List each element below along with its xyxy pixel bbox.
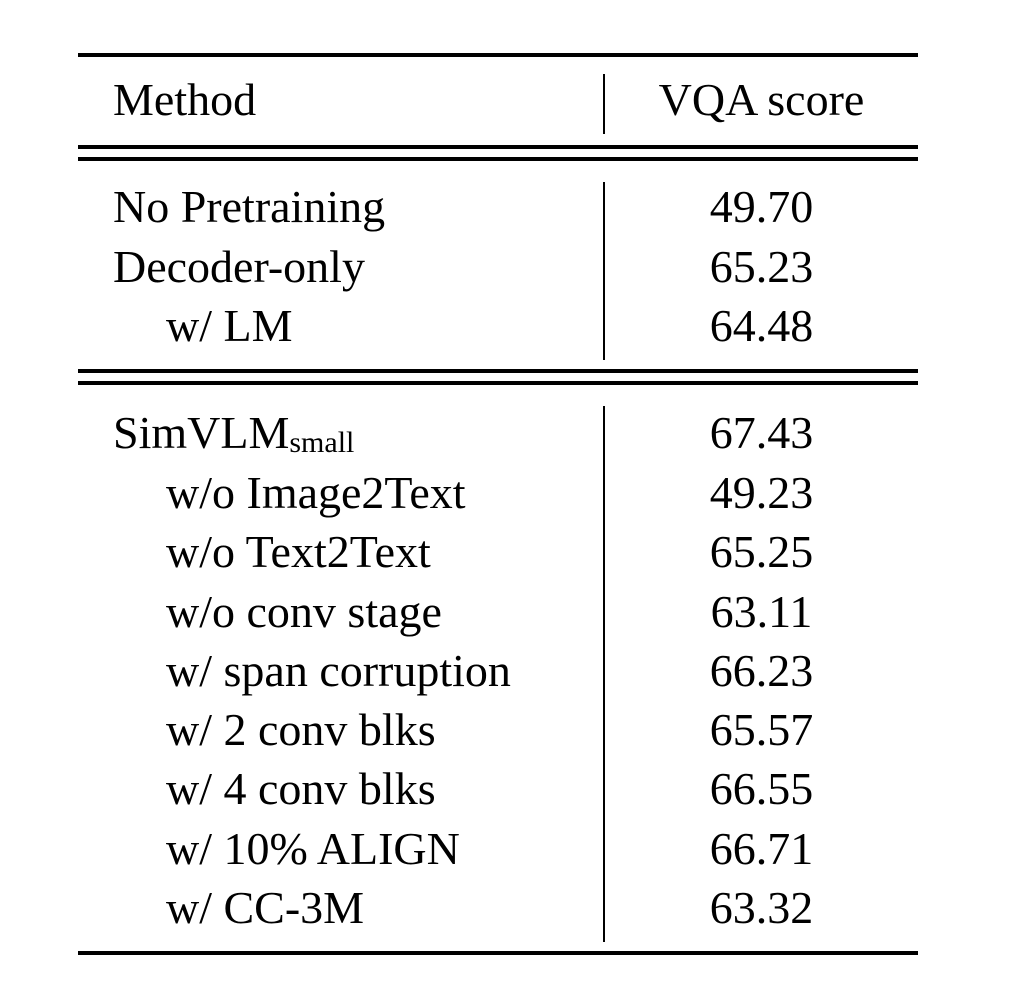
vertical-divider <box>603 182 605 360</box>
table-row-method: w/o Image2Text <box>166 467 466 518</box>
table-row-method: w/o Text2Text <box>166 526 431 577</box>
top-rule <box>78 53 918 57</box>
table-row-method: w/ 2 conv blks <box>166 704 436 755</box>
table-row-score: 65.25 <box>709 526 814 577</box>
method-subscript: small <box>289 426 355 459</box>
table-row-score: 63.32 <box>709 882 814 933</box>
header-vqa-score: VQA score <box>658 74 865 125</box>
table-row-score: 64.48 <box>709 300 814 351</box>
table-row-score: 67.43 <box>709 407 814 458</box>
header-double-rule-upper <box>78 145 918 149</box>
group-double-rule-upper <box>78 369 918 373</box>
vertical-divider <box>603 74 605 134</box>
table-row-score: 65.23 <box>709 241 814 292</box>
table-row-score: 66.23 <box>709 645 814 696</box>
table-row-method: w/o conv stage <box>166 586 442 637</box>
table-row-method: SimVLMsmall <box>113 403 354 463</box>
table-row-score: 63.11 <box>710 586 813 637</box>
table-row-method: w/ 10% ALIGN <box>166 823 460 874</box>
table-row-method: No Pretraining <box>113 181 386 232</box>
table-row-method: w/ CC-3M <box>166 882 365 933</box>
header-double-rule-lower <box>78 157 918 161</box>
table-row-score: 66.71 <box>709 823 814 874</box>
table-row-method: w/ LM <box>166 300 293 351</box>
table-row-score: 66.55 <box>709 763 814 814</box>
table-row-score: 65.57 <box>709 704 814 755</box>
table-row-method: w/ 4 conv blks <box>166 763 436 814</box>
group-double-rule-lower <box>78 381 918 385</box>
table-row-method: Decoder-only <box>113 241 365 292</box>
method-name: SimVLM <box>113 407 290 458</box>
bottom-rule <box>78 951 918 955</box>
header-method: Method <box>113 74 257 125</box>
vertical-divider <box>603 406 605 942</box>
table-row-method: w/ span corruption <box>166 645 511 696</box>
table-row-score: 49.70 <box>709 181 814 232</box>
table-row-score: 49.23 <box>709 467 814 518</box>
